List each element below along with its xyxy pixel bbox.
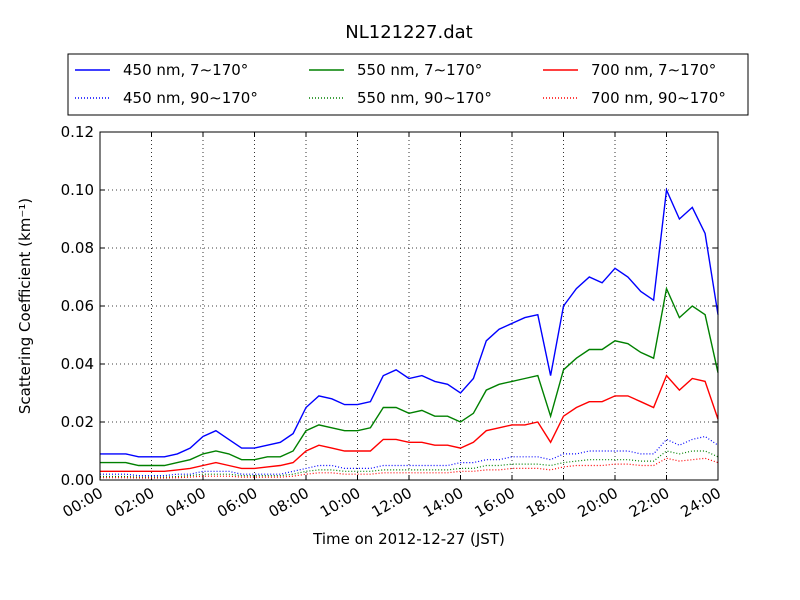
y-tick-label: 0.12 xyxy=(61,123,94,141)
legend-box xyxy=(67,53,749,116)
y-tick-label: 0.08 xyxy=(61,239,94,257)
x-axis-label: Time on 2012-12-27 (JST) xyxy=(312,530,505,548)
series-line xyxy=(100,374,719,472)
series-line xyxy=(100,286,719,467)
legend-label: 450 nm, 7∼170° xyxy=(123,61,248,79)
series-line xyxy=(100,187,719,458)
legend-label: 700 nm, 90∼170° xyxy=(591,89,726,107)
y-axis-label: Scattering Coefficient (km⁻¹) xyxy=(16,198,34,414)
series-line xyxy=(100,457,719,479)
y-tick-label: 0.06 xyxy=(61,297,94,315)
y-tick-label: 0.10 xyxy=(61,181,94,199)
series-line xyxy=(100,450,719,478)
chart-title: NL121227.dat xyxy=(345,22,472,43)
plot-frame xyxy=(99,131,719,481)
legend-label: 450 nm, 90∼170° xyxy=(123,89,258,107)
y-tick-label: 0.02 xyxy=(61,413,94,431)
y-tick-label: 0.04 xyxy=(61,355,94,373)
legend-label: 550 nm, 90∼170° xyxy=(357,89,492,107)
legend-label: 550 nm, 7∼170° xyxy=(357,61,482,79)
y-tick-label: 0.00 xyxy=(61,471,94,489)
legend-label: 700 nm, 7∼170° xyxy=(591,61,716,79)
